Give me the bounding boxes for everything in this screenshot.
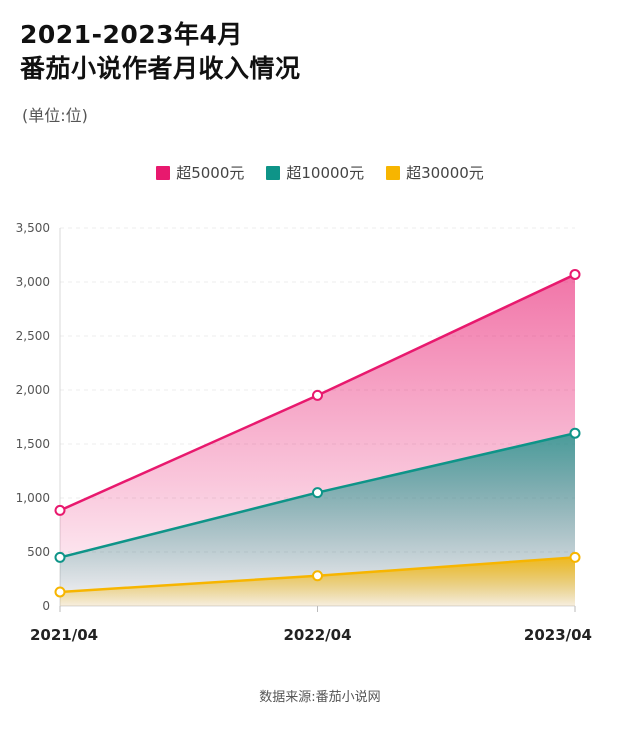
x-tick-label: 2021/04 [30, 626, 98, 644]
legend-swatch-10000 [266, 165, 281, 180]
y-tick-label: 3,500 [16, 221, 50, 235]
x-tick-label: 2023/04 [524, 626, 592, 644]
legend-swatch-30000 [386, 165, 401, 180]
x-tick-label: 2022/04 [283, 626, 351, 644]
chart-title: 2021-2023年4月 番茄小说作者月收入情况 [20, 18, 301, 86]
area-chart: 0 500 1,000 1,500 2,000 2,500 3,000 3,500 2021/0… [16, 221, 592, 644]
area-layer [60, 274, 575, 606]
point-layer [54, 268, 581, 598]
legend-item-5000: 超5000元 [156, 162, 244, 183]
data-point-series-2-2 [569, 551, 581, 563]
legend-item-30000: 超30000元 [386, 162, 484, 183]
data-point-series-0-1 [312, 389, 323, 401]
data-point-series-1-1 [312, 487, 323, 499]
area-series-1 [60, 433, 575, 606]
data-point-series-2-0 [54, 586, 66, 598]
y-tick-label: 2,500 [16, 329, 50, 343]
y-tick-label: 500 [27, 545, 50, 559]
legend-item-10000: 超10000元 [266, 162, 364, 183]
y-tick-label: 0 [42, 599, 50, 613]
y-tick-label: 3,000 [16, 275, 50, 289]
legend-label-30000: 超30000元 [406, 164, 484, 182]
y-tick-label: 1,500 [16, 437, 50, 451]
data-point-series-0-2 [569, 268, 581, 280]
legend: 超5000元 超10000元 超30000元 [0, 162, 640, 183]
data-point-series-2-1 [312, 570, 323, 582]
data-point-series-0-0 [54, 504, 66, 516]
area-series-2 [60, 557, 575, 606]
y-tick-label: 2,000 [16, 383, 50, 397]
y-tick-label: 1,000 [16, 491, 50, 505]
unit-label: (单位:位) [22, 106, 88, 125]
legend-swatch-5000 [156, 165, 171, 180]
title-line-1: 2021-2023年4月 [20, 20, 243, 49]
data-point-series-1-2 [569, 427, 581, 439]
legend-label-10000: 超10000元 [286, 164, 365, 182]
legend-label-5000: 超5000元 [176, 164, 245, 182]
data-source: 数据来源:番茄小说网 [259, 690, 381, 705]
data-point-series-1-0 [54, 551, 66, 563]
label-layer: 0 500 1,000 1,500 2,000 2,500 3,000 3,500 2021/0… [16, 221, 592, 644]
title-line-2: 番茄小说作者月收入情况 [20, 54, 301, 83]
